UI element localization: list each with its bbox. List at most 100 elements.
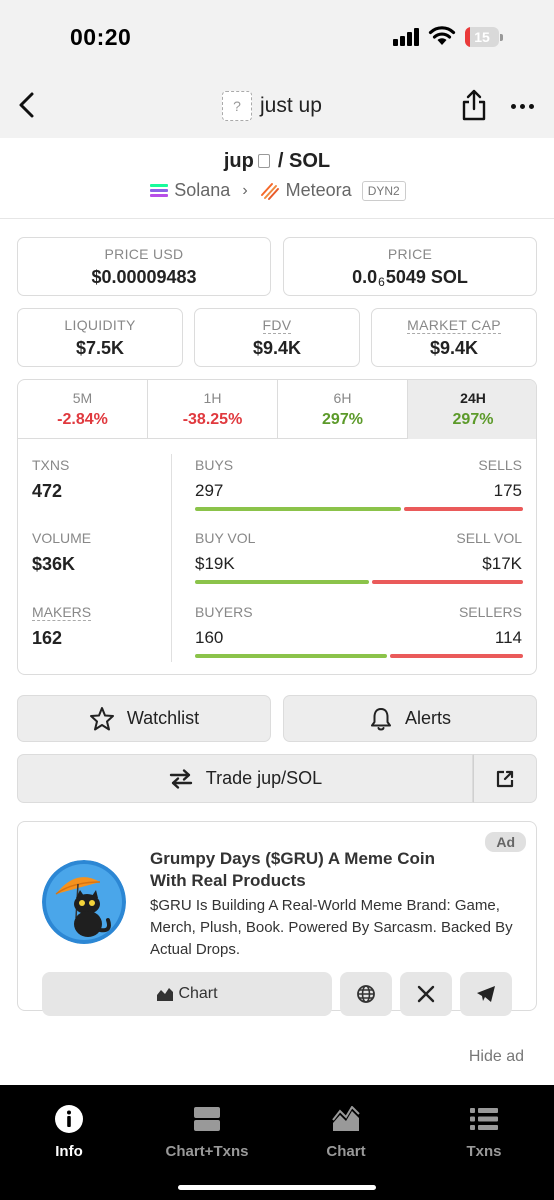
tab-24h-label: 24H	[460, 390, 486, 406]
price-usd-value: $0.00009483	[91, 267, 197, 287]
ad-telegram-button[interactable]	[460, 972, 512, 1016]
market-cap-label: MARKET CAP	[407, 317, 501, 334]
tab-6h[interactable]: 6H 297%	[278, 380, 408, 439]
pair-separator: /	[277, 150, 284, 172]
ad-avatar	[42, 860, 126, 944]
chart-icon	[332, 1106, 360, 1131]
cellular-signal-icon	[393, 28, 423, 46]
tab-5m-change: -2.84%	[57, 411, 108, 428]
open-external-button[interactable]	[473, 754, 537, 803]
nav-token-title: ? just up	[222, 90, 322, 122]
sellers-label: SELLERS	[458, 604, 522, 620]
token-info-panel: jup / SOL Solana › Meteora DYN2 PRICE USD…	[0, 138, 554, 1085]
ad-title: Grumpy Days ($GRU) A Meme Coin With Real…	[150, 849, 435, 890]
sell-vol-bar	[372, 580, 523, 584]
fdv-label: FDV	[262, 317, 292, 334]
alerts-button[interactable]: Alerts	[283, 695, 537, 742]
telegram-icon	[477, 986, 495, 1002]
tab-6h-change: 297%	[322, 411, 363, 428]
chain-link[interactable]: Solana	[174, 180, 231, 200]
buyers-value: 160	[195, 628, 224, 647]
ad-chart-button[interactable]: Chart	[42, 972, 332, 1016]
status-bar: 00:20 15	[0, 0, 554, 72]
price-native-value: 0.065049 SOL	[284, 267, 536, 289]
quote-token: SOL	[289, 150, 331, 172]
tab-6h-label: 6H	[333, 390, 352, 406]
market-cap-card[interactable]: MARKET CAP $9.4K	[371, 308, 537, 367]
more-options-icon[interactable]	[510, 96, 536, 116]
fdv-card[interactable]: FDV $9.4K	[194, 308, 360, 367]
sell-vol-value: $17K	[482, 554, 522, 573]
bottom-tab-bar: Info Chart+Txns Chart Txns	[0, 1085, 554, 1200]
buy-vol-label: BUY VOL	[195, 530, 256, 546]
dex-link[interactable]: Meteora	[285, 180, 352, 200]
status-time: 00:20	[70, 24, 132, 50]
ad-x-button[interactable]	[400, 972, 452, 1016]
tab-chart-label: Chart	[326, 1143, 366, 1160]
swap-arrows-icon	[169, 768, 192, 789]
tab-5m[interactable]: 5M -2.84%	[18, 380, 148, 439]
price-native-zero-count: 6	[378, 275, 385, 289]
price-usd-label: PRICE USD	[104, 246, 184, 262]
base-token: jup	[223, 150, 254, 172]
hide-ad-link[interactable]: Hide ad	[468, 1048, 524, 1065]
back-button[interactable]	[12, 86, 46, 124]
tab-1h-label: 1H	[203, 390, 222, 406]
sellers-bar	[390, 654, 523, 658]
tab-5m-label: 5M	[72, 390, 93, 406]
ad-website-button[interactable]	[340, 972, 392, 1016]
sell-vol-label: SELL VOL	[456, 530, 522, 546]
chart-icon	[157, 988, 174, 1001]
buy-vol-value: $19K	[195, 554, 235, 573]
txns-label: TXNS	[32, 457, 70, 473]
trade-label: Trade jup/SOL	[205, 768, 323, 788]
pair-breadcrumb: Solana › Meteora DYN2	[0, 180, 554, 201]
buys-label: BUYS	[195, 457, 234, 473]
tab-info[interactable]: Info	[0, 1105, 138, 1160]
tab-info-label: Info	[55, 1143, 83, 1160]
tab-txns[interactable]: Txns	[415, 1105, 553, 1160]
liquidity-card: LIQUIDITY $7.5K	[17, 308, 183, 367]
sells-value: 175	[493, 481, 522, 500]
tab-1h[interactable]: 1H -38.25%	[148, 380, 278, 439]
fdv-value: $9.4K	[252, 338, 302, 358]
bell-icon	[370, 707, 391, 730]
makers-label[interactable]: MAKERS	[32, 604, 92, 621]
battery-icon: 15	[465, 27, 503, 47]
x-logo-icon	[417, 985, 435, 1003]
watchlist-button[interactable]: Watchlist	[17, 695, 271, 742]
price-usd-card: PRICE USD $0.00009483	[17, 237, 271, 296]
stats-divider	[171, 454, 172, 662]
alerts-label: Alerts	[404, 708, 451, 728]
liquidity-label: LIQUIDITY	[64, 317, 136, 333]
list-icon	[470, 1108, 498, 1130]
timeframe-tabs: 5M -2.84% 1H -38.25% 6H 297% 24H 297%	[18, 380, 536, 439]
solana-icon	[148, 183, 169, 199]
token-placeholder-icon: ?	[222, 91, 252, 121]
price-native-card: PRICE 0.065049 SOL	[283, 237, 537, 296]
txns-value: 472	[32, 481, 63, 501]
share-icon[interactable]	[460, 88, 488, 122]
info-icon	[55, 1105, 83, 1133]
sellers-value: 114	[494, 628, 522, 647]
ad-badge: Ad	[485, 832, 526, 852]
buyers-bar	[195, 654, 387, 658]
tab-24h[interactable]: 24H 297%	[408, 380, 536, 439]
ad-card[interactable]: Ad Grumpy Days ($GRU) A Meme Coin With R…	[17, 821, 537, 1016]
buys-value: 297	[195, 481, 224, 500]
wifi-icon	[428, 26, 456, 45]
volume-value: $36K	[32, 554, 76, 574]
trade-button[interactable]: Trade jup/SOL	[17, 754, 473, 803]
globe-icon	[357, 985, 375, 1003]
price-native-suffix: 5049 SOL	[385, 267, 468, 287]
price-native-label: PRICE	[387, 246, 433, 262]
external-link-icon	[496, 770, 514, 787]
pool-type-badge: DYN2	[361, 180, 406, 201]
tab-chart[interactable]: Chart	[277, 1105, 415, 1160]
tab-chart-txns[interactable]: Chart+Txns	[138, 1105, 276, 1160]
copy-icon[interactable]	[257, 154, 270, 168]
buy-vol-bar	[195, 580, 369, 584]
sells-label: SELLS	[478, 457, 522, 473]
market-cap-value: $9.4K	[429, 338, 479, 358]
liquidity-value: $7.5K	[75, 338, 125, 358]
